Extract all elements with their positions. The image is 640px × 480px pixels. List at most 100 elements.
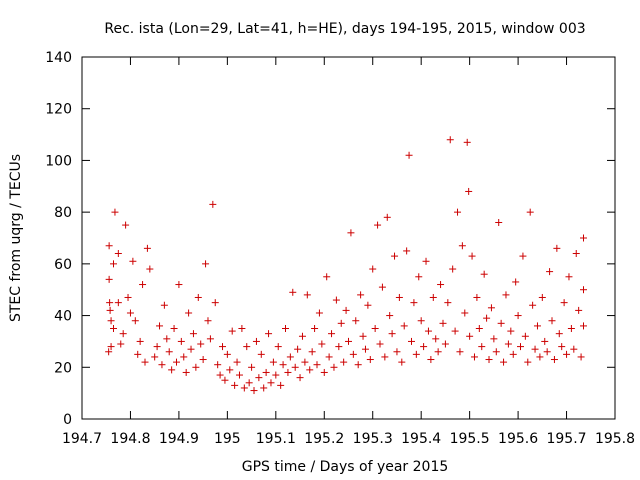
data-point (202, 260, 210, 268)
data-point (567, 325, 575, 332)
data-point (284, 368, 292, 376)
data-point (291, 363, 299, 371)
data-point (308, 348, 316, 356)
data-point (165, 348, 173, 356)
data-point (512, 278, 520, 286)
data-point (572, 250, 580, 258)
data-point (260, 384, 268, 392)
data-point (495, 218, 503, 226)
data-point (219, 343, 227, 351)
data-point (328, 330, 336, 338)
data-point (548, 317, 556, 325)
data-point (429, 293, 437, 301)
data-point (480, 270, 488, 278)
data-point (114, 250, 122, 258)
data-point (500, 358, 508, 366)
data-point (136, 337, 144, 345)
data-point (248, 363, 256, 371)
data-point (575, 306, 583, 314)
data-point (485, 356, 493, 364)
data-point (175, 281, 183, 289)
data-point (187, 345, 195, 353)
x-tick-label: 195.6 (498, 431, 538, 447)
data-point (119, 330, 127, 338)
data-point (185, 309, 193, 317)
data-point (398, 358, 406, 366)
data-point (296, 374, 304, 382)
data-point (558, 343, 566, 351)
data-point (272, 371, 280, 379)
data-point (262, 368, 270, 376)
data-point (153, 343, 161, 351)
data-point (311, 325, 319, 332)
data-point (354, 361, 362, 369)
data-point (117, 340, 125, 348)
data-point (226, 366, 234, 374)
data-point (163, 335, 171, 343)
y-tick-label: 80 (54, 205, 72, 221)
y-axis-title: STEC from uqrg / TECUs (8, 154, 24, 322)
data-point (434, 348, 442, 356)
data-point (105, 242, 113, 250)
data-point (361, 345, 369, 353)
data-point (514, 312, 522, 320)
data-point (109, 325, 117, 332)
data-point (240, 384, 248, 392)
data-point (407, 337, 415, 345)
data-point (197, 340, 205, 348)
data-point (502, 291, 510, 299)
x-tick-label: 195 (214, 431, 241, 447)
data-point (151, 353, 159, 361)
data-point (109, 260, 117, 268)
x-tick-label: 195.1 (256, 431, 296, 447)
data-point (199, 356, 207, 364)
data-point (378, 283, 386, 291)
data-point (211, 299, 219, 307)
data-point (451, 327, 459, 335)
data-point (192, 363, 200, 371)
data-point (463, 138, 471, 146)
data-point (233, 358, 241, 366)
data-point (180, 353, 188, 361)
data-point (405, 151, 413, 159)
data-point (146, 265, 154, 273)
y-tick-label: 20 (54, 360, 72, 376)
data-point (359, 332, 367, 340)
data-point (139, 281, 147, 289)
data-point (318, 340, 326, 348)
data-point (400, 322, 408, 330)
y-tick-label: 0 (63, 412, 72, 428)
data-point (446, 136, 454, 144)
data-point (158, 361, 166, 369)
data-point (269, 358, 277, 366)
data-point (541, 337, 549, 345)
data-point (182, 368, 190, 376)
data-point (444, 299, 452, 307)
x-tick-label: 195.2 (304, 431, 344, 447)
data-point (131, 317, 139, 325)
data-point (337, 319, 345, 327)
data-point (340, 358, 348, 366)
y-tick-label: 120 (45, 102, 72, 118)
data-point (475, 325, 483, 332)
data-point (550, 356, 558, 364)
data-point (105, 348, 113, 356)
data-point (369, 265, 377, 273)
data-point (114, 299, 122, 307)
y-tick-label: 140 (45, 50, 72, 66)
data-point (252, 337, 260, 345)
data-point (531, 345, 539, 353)
data-point (141, 358, 149, 366)
data-point (216, 371, 224, 379)
data-point (282, 325, 290, 332)
data-point (315, 309, 323, 317)
data-point (560, 299, 568, 307)
data-point (580, 234, 588, 242)
x-tick-label: 194.9 (159, 431, 199, 447)
data-point (580, 286, 588, 294)
data-point (194, 293, 202, 301)
data-point (439, 319, 447, 327)
x-tick-label: 195.8 (595, 431, 635, 447)
data-point (243, 343, 251, 351)
